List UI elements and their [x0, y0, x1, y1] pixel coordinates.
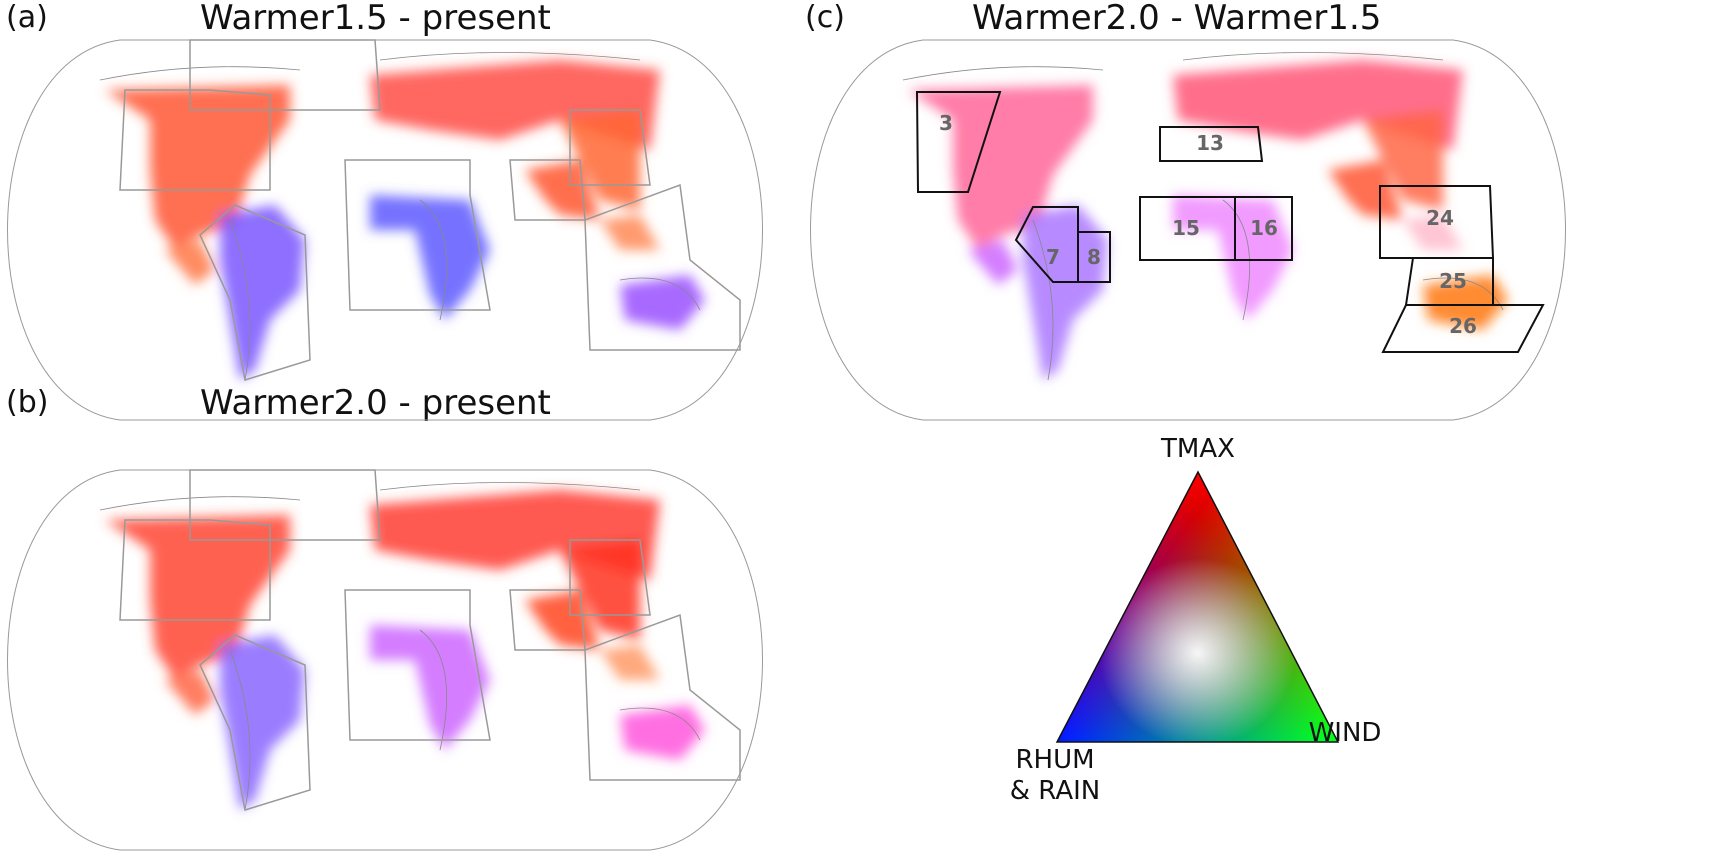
- anomaly-ca: [165, 670, 215, 715]
- region-box: [344, 589, 491, 741]
- panel-b-title: Warmer2.0 - present: [200, 383, 551, 423]
- anomaly-na: [908, 85, 1093, 250]
- anomaly-field: [908, 60, 1508, 380]
- coastlines: [99, 52, 701, 381]
- map-panel-b: [7, 469, 763, 851]
- region-box-8: [1077, 231, 1111, 283]
- region-box: [119, 519, 271, 621]
- legend-rhum-line: RHUM: [1015, 745, 1095, 775]
- region-box-3: [915, 91, 1002, 193]
- region-box: [569, 539, 651, 616]
- anomaly-af: [1173, 195, 1293, 320]
- region-box: [584, 183, 741, 351]
- legend-rain-line: & RAIN: [1009, 776, 1101, 806]
- panel-c-title: Warmer2.0 - Warmer1.5: [972, 0, 1382, 38]
- anomaly-af: [370, 625, 490, 750]
- panel-c-label: (c): [805, 0, 845, 35]
- map-panel-a: [7, 39, 763, 421]
- region-box-7: [1014, 206, 1079, 283]
- region-box: [199, 634, 311, 811]
- anomaly-sea: [1403, 215, 1463, 250]
- region-box-26: [1381, 304, 1545, 353]
- region-box-13: [1159, 126, 1264, 162]
- coastlines: [902, 52, 1504, 381]
- anomaly-af: [370, 195, 490, 320]
- anomaly-na: [105, 85, 290, 250]
- anomaly-sea: [600, 215, 660, 250]
- anomaly-ca: [968, 240, 1018, 285]
- anomaly-ca: [165, 240, 215, 285]
- region-label: 26: [1449, 314, 1477, 338]
- panel-a-title: Warmer1.5 - present: [200, 0, 551, 38]
- region-label: 25: [1439, 269, 1467, 293]
- anomaly-na: [105, 515, 290, 680]
- anomaly-au: [620, 705, 705, 760]
- region-box: [569, 109, 651, 186]
- anomaly-sa: [1023, 205, 1108, 380]
- anomaly-sa: [220, 635, 305, 810]
- region-label: 16: [1250, 216, 1278, 240]
- panel-a-label: (a): [6, 0, 48, 35]
- region-box-16: [1234, 196, 1293, 261]
- map-outline: [810, 39, 1566, 421]
- ternary-color-legend: [1055, 470, 1340, 743]
- region-label: 15: [1172, 216, 1200, 240]
- region-box: [199, 204, 311, 381]
- legend-rhum-rain-label: RHUM & RAIN: [990, 745, 1120, 807]
- anomaly-field: [105, 490, 705, 810]
- map-outline: [7, 469, 763, 851]
- region-label: 24: [1426, 206, 1454, 230]
- region-box: [584, 613, 741, 781]
- map-panel-c: 3 13 7 8 15 16 24 25 26: [810, 39, 1566, 421]
- region-box: [119, 89, 271, 191]
- anomaly-au: [1423, 275, 1508, 330]
- panel-b-label: (b): [6, 385, 49, 420]
- map-outline: [7, 39, 763, 421]
- anomaly-au: [620, 275, 705, 330]
- region-box: [189, 469, 381, 541]
- region-box: [189, 39, 381, 111]
- region-label: 8: [1087, 245, 1101, 269]
- anomaly-in: [1328, 160, 1403, 220]
- region-label: 3: [939, 111, 953, 135]
- region-label: 13: [1196, 131, 1224, 155]
- coastlines: [99, 482, 701, 811]
- region-label: 7: [1046, 245, 1060, 269]
- legend-wind-label: WIND: [1308, 718, 1382, 748]
- anomaly-field: [105, 60, 705, 380]
- anomaly-sea: [600, 645, 660, 680]
- legend-tmax-label: TMAX: [1161, 434, 1235, 464]
- anomaly-sa: [220, 205, 305, 380]
- region-box: [344, 159, 491, 311]
